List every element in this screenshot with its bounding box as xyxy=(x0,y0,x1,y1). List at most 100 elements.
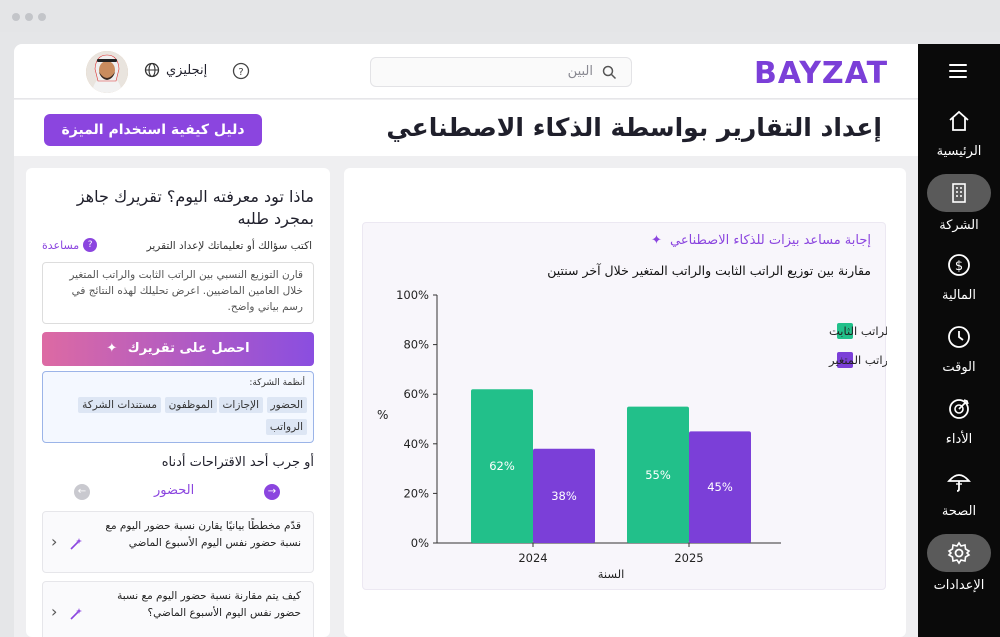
gear-icon xyxy=(947,541,971,565)
main-sidebar: الرئيسية الشركة $ المالية الوقت الأداء الصحة ال… xyxy=(918,44,1000,637)
bar-data-label: 62% xyxy=(489,459,515,473)
sidebar-item-target[interactable]: الأداء xyxy=(924,396,994,447)
umbrella-icon xyxy=(947,474,971,492)
bar-2024-variable xyxy=(533,448,595,543)
sidebar-item-label: الوقت xyxy=(942,360,976,375)
menu-icon[interactable] xyxy=(949,64,967,78)
panel-question: ماذا تود معرفته اليوم؟ تقريرك جاهز بمجرد… xyxy=(76,187,314,228)
y-tick-label: 80% xyxy=(403,338,429,352)
language-switcher[interactable]: إنجليزي xyxy=(144,62,207,78)
legend-swatch xyxy=(837,352,853,368)
help-link[interactable]: ? مساعدة xyxy=(42,238,98,252)
legend-label: الراتب المتغير xyxy=(828,353,887,368)
app-window: إنجليزي ? البين BAYZAT دليل كيفية استخدا… xyxy=(14,44,1000,637)
arrow-left-icon[interactable]: ← xyxy=(74,484,90,500)
chevron-left-icon: ‹ xyxy=(51,602,58,621)
bayzat-logo[interactable]: BAYZAT xyxy=(754,56,889,91)
sidebar-item-umbrella[interactable]: الصحة xyxy=(924,468,994,519)
feature-guide-button[interactable]: دليل كيفية استخدام الميزة xyxy=(44,114,262,146)
search-icon xyxy=(602,65,617,80)
magic-wand-icon xyxy=(69,606,83,625)
window-dot xyxy=(12,13,20,21)
sidebar-item-label: الإعدادات xyxy=(933,578,985,593)
company-systems-box: أنظمة الشركة: الحضور الإجازات الموظفون م… xyxy=(42,371,314,443)
suggestions-heading: أو جرب أحد الاقتراحات أدناه xyxy=(161,455,314,470)
clock-icon xyxy=(948,326,970,348)
svg-text:?: ? xyxy=(238,67,243,78)
sidebar-item-dollar[interactable]: $ المالية xyxy=(924,252,994,303)
sidebar-item-label: الرئيسية xyxy=(936,144,982,159)
category-switcher: ← الحضور → xyxy=(74,483,284,503)
y-tick-label: 60% xyxy=(403,387,429,401)
page-title: إعداد التقارير بواسطة الذكاء الاصطناعي xyxy=(386,113,882,142)
top-header: إنجليزي ? البين BAYZAT xyxy=(14,44,918,99)
active-pill xyxy=(927,534,991,572)
ai-response-card: إجابة مساعد بيزات للذكاء الاصطناعي ✦ مقا… xyxy=(362,222,887,590)
system-tag[interactable]: الحضور xyxy=(266,397,307,413)
window-dot xyxy=(25,13,33,21)
active-pill xyxy=(927,174,991,212)
svg-text:$: $ xyxy=(955,259,963,274)
bar-data-label: 45% xyxy=(707,480,733,494)
legend-label: الراتب الثابت xyxy=(829,324,887,339)
system-tag[interactable]: الإجازات xyxy=(218,397,263,413)
system-tag[interactable]: مستندات الشركة xyxy=(78,397,161,413)
x-tick-label: 2025 xyxy=(674,551,703,565)
legend-swatch xyxy=(837,323,853,339)
system-tag[interactable]: الرواتب xyxy=(265,419,307,435)
prompt-textarea[interactable]: قارن التوزيع النسبي بين الراتب الثابت وا… xyxy=(42,262,314,324)
help-icon[interactable]: ? xyxy=(232,62,250,84)
question-icon: ? xyxy=(83,238,98,252)
ai-response-title: إجابة مساعد بيزات للذكاء الاصطناعي ✦ xyxy=(651,233,871,248)
sidebar-item-home[interactable]: الرئيسية xyxy=(924,108,994,159)
system-tag[interactable]: الموظفون xyxy=(164,397,217,413)
y-axis-label: % xyxy=(377,408,388,422)
prompt-hint: اكتب سؤالك أو تعليماتك لإعداد التقرير xyxy=(146,240,312,252)
sparkle-icon: ✦ xyxy=(106,341,118,356)
target-icon xyxy=(949,399,969,419)
report-request-panel: ماذا تود معرفته اليوم؟ تقريرك جاهز بمجرد… xyxy=(26,168,330,637)
bar-data-label: 55% xyxy=(645,468,671,482)
ai-response-label: إجابة مساعد بيزات للذكاء الاصطناعي xyxy=(670,233,871,248)
y-tick-label: 40% xyxy=(403,437,429,451)
sidebar-item-building[interactable]: الشركة xyxy=(924,174,994,233)
sparkle-icon: ✦ xyxy=(651,233,662,248)
bar-2025-variable xyxy=(689,431,751,543)
y-tick-label: 20% xyxy=(403,486,429,500)
sidebar-item-label: الأداء xyxy=(945,432,973,447)
suggestion-text: قدّم مخططًا بيانيًا يقارن نسبة حضور اليو… xyxy=(105,520,301,549)
chevron-left-icon: ‹ xyxy=(51,532,58,551)
sidebar-item-clock[interactable]: الوقت xyxy=(924,324,994,375)
globe-icon xyxy=(144,62,160,78)
bar-2024-fixed xyxy=(471,389,533,543)
help-label: مساعدة xyxy=(42,238,80,252)
chart-title: مقارنة بين توزيع الراتب الثابت والراتب ا… xyxy=(547,263,871,278)
sidebar-item-label: الصحة xyxy=(941,504,977,519)
home-icon xyxy=(949,110,969,131)
sidebar-item-label: الشركة xyxy=(939,218,979,233)
x-axis-label: السنة xyxy=(598,567,625,581)
suggestion-text: كيف يتم مقارنة نسبة حضور اليوم مع نسبة ح… xyxy=(117,590,301,619)
suggestion-card[interactable]: قدّم مخططًا بيانيًا يقارن نسبة حضور اليو… xyxy=(42,511,314,573)
arrow-right-icon[interactable]: → xyxy=(264,484,280,500)
sidebar-item-gear[interactable]: الإعدادات xyxy=(924,534,994,593)
get-report-button[interactable]: احصل على تقريرك ✦ xyxy=(42,332,314,366)
window-dot xyxy=(38,13,46,21)
get-report-label: احصل على تقريرك xyxy=(127,341,250,356)
y-tick-label: 0% xyxy=(411,536,429,550)
report-result-panel: إجابة مساعد بيزات للذكاء الاصطناعي ✦ مقا… xyxy=(344,168,906,637)
category-label: الحضور xyxy=(154,483,195,498)
dollar-icon: $ xyxy=(948,254,970,276)
systems-title: أنظمة الشركة: xyxy=(249,378,305,388)
bar-2025-fixed xyxy=(627,406,689,543)
avatar[interactable] xyxy=(86,51,128,93)
bar-chart: 0% 20% 40% 60% 80% 100%% 62% 38% 2024 55% 45% 2025 ا… xyxy=(377,288,887,581)
magic-wand-icon xyxy=(69,536,83,555)
page-titlebar: دليل كيفية استخدام الميزة إعداد التقارير… xyxy=(14,100,918,156)
language-label: إنجليزي xyxy=(166,62,208,78)
sidebar-item-label: المالية xyxy=(942,288,976,303)
y-tick-label: 100% xyxy=(396,288,429,302)
suggestion-card[interactable]: كيف يتم مقارنة نسبة حضور اليوم مع نسبة ح… xyxy=(42,581,314,637)
bar-data-label: 38% xyxy=(551,489,577,503)
search-input[interactable]: البين xyxy=(370,57,632,87)
